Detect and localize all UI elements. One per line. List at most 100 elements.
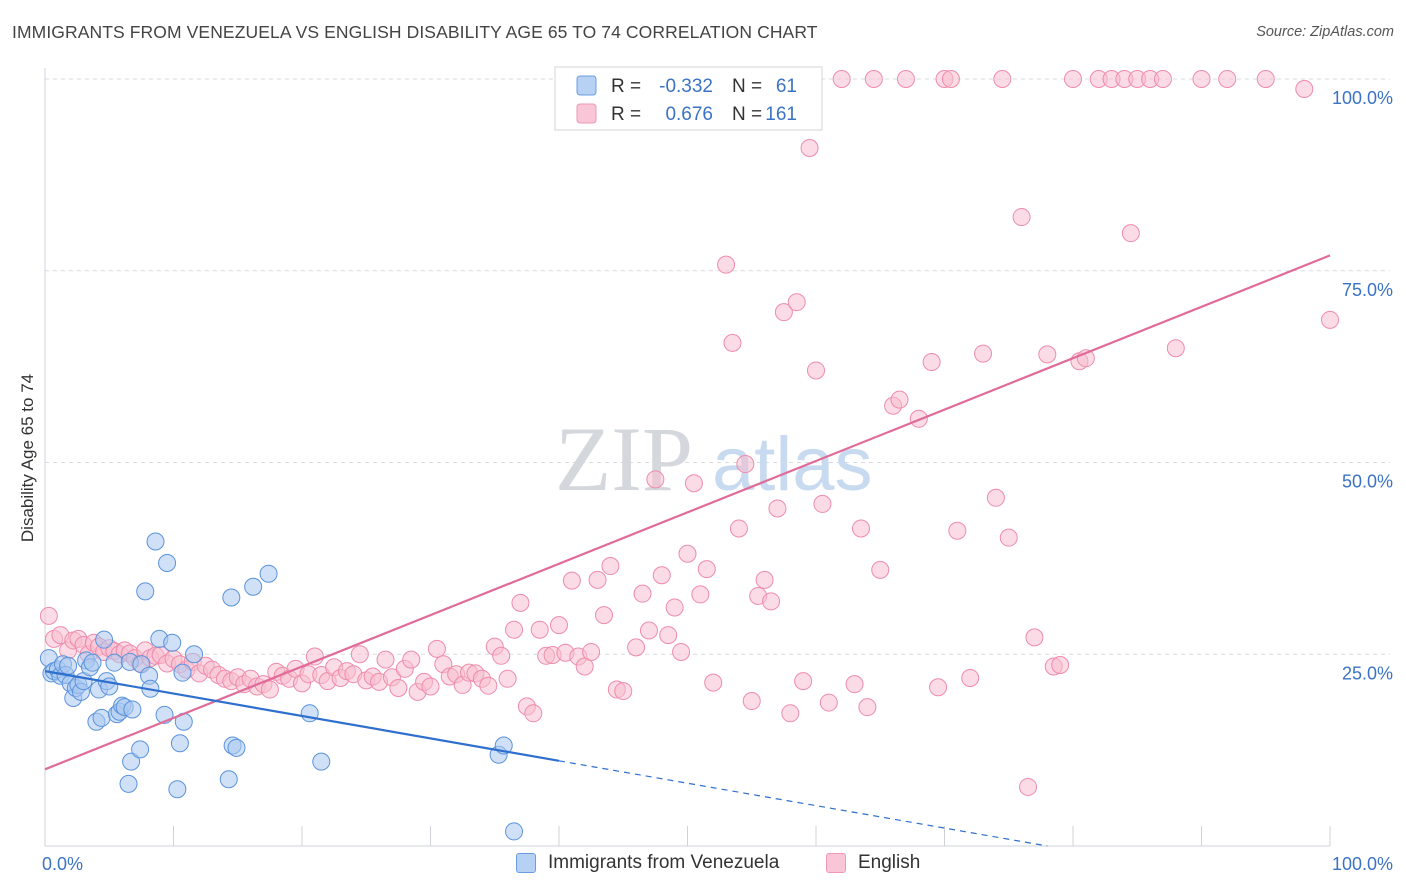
english-point xyxy=(941,70,960,88)
english-point xyxy=(479,676,498,695)
venezuela-point xyxy=(131,740,150,759)
english-point xyxy=(601,557,620,576)
x-tick-label-right: 100.0% xyxy=(1332,854,1393,874)
venezuela-point xyxy=(92,708,111,727)
venezuela-point xyxy=(163,633,182,652)
english-point xyxy=(871,560,890,579)
english-point xyxy=(832,70,851,88)
venezuela-point xyxy=(170,734,189,753)
venezuela-point xyxy=(123,700,142,719)
english-point xyxy=(896,70,915,88)
english-point xyxy=(961,669,980,688)
venezuela-points xyxy=(39,532,524,841)
watermark-atlas: atlas xyxy=(712,422,873,507)
legend-venezuela-swatch xyxy=(516,853,536,873)
english-point xyxy=(421,677,440,696)
chart-title: IMMIGRANTS FROM VENEZUELA VS ENGLISH DIS… xyxy=(12,22,818,42)
legend-pink-swatch xyxy=(576,103,597,124)
english-point xyxy=(819,693,838,712)
axes xyxy=(44,68,1331,847)
venezuela-point xyxy=(505,822,524,841)
english-point xyxy=(1012,208,1031,227)
grid xyxy=(45,78,1390,655)
english-point xyxy=(755,570,774,589)
english-point xyxy=(402,650,421,669)
watermark-zip: ZIP xyxy=(555,408,693,510)
english-point xyxy=(794,672,813,691)
english-point xyxy=(1019,777,1038,796)
y-tick-label: 75.0% xyxy=(1342,280,1393,300)
english-point xyxy=(800,139,819,158)
legend-blue-swatch xyxy=(576,75,597,96)
legend-blue-n-label: N = xyxy=(732,76,762,97)
english-point xyxy=(723,333,742,352)
english-point xyxy=(511,593,530,612)
english-point xyxy=(498,669,517,688)
y-tick-label: 50.0% xyxy=(1342,472,1393,492)
legend-venezuela-label: Immigrants from Venezuela xyxy=(548,852,780,873)
english-point xyxy=(678,544,697,563)
trend-lines xyxy=(44,254,1331,847)
english-point xyxy=(948,521,967,540)
english-points xyxy=(39,70,1339,796)
english-point xyxy=(1025,628,1044,647)
english-point xyxy=(389,678,408,697)
english-point xyxy=(974,344,993,363)
legend-top: R = -0.332 N = 61 R = 0.676 N = 161 xyxy=(554,66,823,131)
venezuela-point xyxy=(119,774,138,793)
y-axis-label: Disability Age 65 to 74 xyxy=(18,374,37,542)
x-tick-labels: 0.0% 100.0% xyxy=(42,854,1393,874)
english-point xyxy=(999,528,1018,547)
english-point xyxy=(550,616,568,635)
english-point xyxy=(762,592,781,611)
english-point xyxy=(929,678,948,697)
venezuela-point xyxy=(244,577,263,596)
legend-pink-r-value: 0.676 xyxy=(665,104,713,125)
venezuela-point xyxy=(222,588,241,607)
venezuela-point xyxy=(146,532,165,551)
english-point xyxy=(1166,339,1185,358)
english-point xyxy=(729,519,748,538)
legend-blue-r-value: -0.332 xyxy=(659,76,713,97)
venezuela-point xyxy=(312,752,331,771)
watermark: ZIP atlas xyxy=(555,408,873,510)
english-point xyxy=(993,70,1012,88)
legend-english-label: English xyxy=(858,852,921,873)
english-point xyxy=(639,621,658,640)
legend-blue-r-label: R = xyxy=(611,76,641,97)
english-point xyxy=(890,390,909,409)
english-point xyxy=(704,673,723,692)
venezuela-point xyxy=(173,663,192,682)
english-point xyxy=(986,488,1005,507)
venezuela-trend-extension xyxy=(558,760,1048,847)
english-point xyxy=(492,646,511,665)
venezuela-point xyxy=(168,780,187,799)
english-point xyxy=(1121,224,1140,243)
english-point xyxy=(1321,310,1339,329)
source-label: Source: ZipAtlas.com xyxy=(1256,24,1394,40)
venezuela-point xyxy=(259,564,278,583)
english-point xyxy=(922,353,941,372)
y-tick-label: 100.0% xyxy=(1332,88,1393,108)
english-point xyxy=(427,639,446,658)
english-point xyxy=(562,571,581,590)
english-point xyxy=(646,470,665,489)
english-point xyxy=(1295,79,1314,98)
venezuela-point xyxy=(105,653,124,672)
english-point xyxy=(260,680,279,699)
venezuela-point xyxy=(136,582,155,601)
x-tick-label-left: 0.0% xyxy=(42,854,83,874)
english-point xyxy=(530,620,549,639)
legend-item-english[interactable]: English xyxy=(826,852,920,874)
english-point xyxy=(807,361,825,380)
y-tick-labels: 25.0% 50.0% 75.0% 100.0% xyxy=(1332,88,1393,683)
english-point xyxy=(614,682,633,701)
legend-pink-r-label: R = xyxy=(611,104,641,125)
english-point xyxy=(582,642,601,661)
legend-item-venezuela[interactable]: Immigrants from Venezuela xyxy=(516,852,779,874)
venezuela-point xyxy=(95,630,114,649)
venezuela-point xyxy=(219,770,238,789)
english-point xyxy=(376,650,395,669)
english-point xyxy=(742,692,761,711)
